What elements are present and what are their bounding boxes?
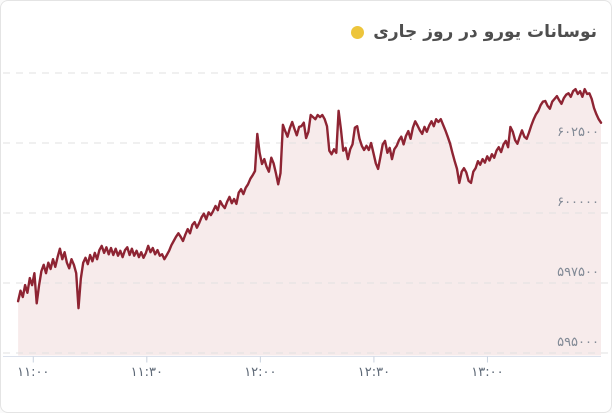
chart-header: نوسانات یورو در روز جاری xyxy=(1,1,611,71)
x-axis-label-11:30: ۱۱:۳۰ xyxy=(130,365,163,380)
chart-title: نوسانات یورو در روز جاری xyxy=(373,22,597,42)
y-axis-label-600000: ۶۰۰۰۰۰ xyxy=(557,195,599,210)
series-line xyxy=(16,87,603,310)
series-legend-dot-icon xyxy=(351,25,365,39)
x-axis-label-12:00: ۱۲:۰۰ xyxy=(244,365,277,380)
x-axis-label-11:00: ۱۱:۰۰ xyxy=(17,365,50,380)
y-axis-label-602500: ۶۰۲۵۰۰ xyxy=(557,125,599,140)
y-axis-label-595000: ۵۹۵۰۰۰ xyxy=(557,335,599,350)
x-axis-label-13:00: ۱۳:۰۰ xyxy=(471,365,504,380)
series-area-fill xyxy=(18,89,602,356)
series-legend-item[interactable]: نوسانات یورو در روز جاری xyxy=(351,22,597,42)
y-axis-label-597500: ۵۹۷۵۰۰ xyxy=(557,265,599,280)
x-axis-label-12:30: ۱۲:۳۰ xyxy=(357,365,391,380)
